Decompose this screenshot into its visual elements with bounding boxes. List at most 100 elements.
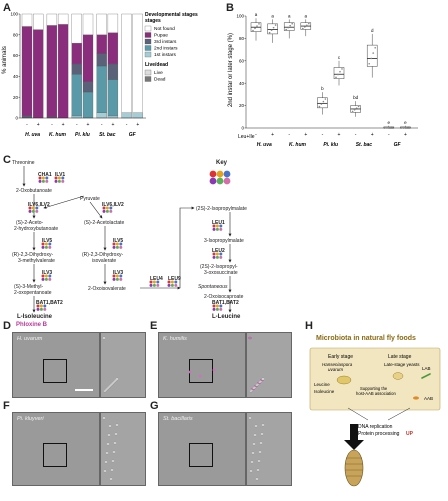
point <box>252 29 254 32</box>
box <box>267 23 278 35</box>
gene-badge-dot <box>43 307 47 311</box>
gene-badge-dot <box>48 245 52 249</box>
node-isopropyl-oxo: (2S)-2-Isopropyl- <box>200 264 238 270</box>
cell <box>261 423 265 427</box>
group-label-a: K. hum <box>49 132 66 138</box>
gene-leu9: LEU9 <box>168 276 181 282</box>
gene-badge-dot <box>115 277 119 281</box>
zoom-box-f <box>43 443 67 467</box>
point <box>357 105 360 108</box>
pathway-diagram: Threonine CHA1 ILV1 2-Oxobutanoate Pyruv… <box>12 160 247 320</box>
gene-badge-dot <box>41 274 45 278</box>
point <box>302 27 304 30</box>
gene-badge-dot <box>57 176 61 180</box>
cell <box>251 451 255 455</box>
legend-a-title-2: stages <box>145 18 161 24</box>
gene-badge-dot <box>41 179 45 183</box>
schem-lab: LAB <box>422 366 431 371</box>
legend-swatch <box>144 32 152 38</box>
point <box>389 126 391 129</box>
micrograph-e: K. humilis <box>158 332 246 398</box>
down-arrow-icon <box>344 424 364 450</box>
aab-icon <box>413 396 419 400</box>
point <box>318 105 321 108</box>
schem-early: Early stage <box>328 354 353 360</box>
stain-label: Phloxine B <box>16 322 48 328</box>
micro-e-label: K. humilis <box>163 336 187 342</box>
node-oxoisocaproate: 2-Oxoisocaproate <box>204 294 244 300</box>
gene-leu2: LEU2 <box>212 248 225 254</box>
point <box>256 25 258 27</box>
node-isopropylmalate: (2S)-2-Isopropylmalate <box>196 206 247 212</box>
group-label-a: GF <box>129 132 137 138</box>
gene-badge-dot <box>149 280 153 284</box>
gene-badge-dot <box>219 307 223 311</box>
gene-ilv1: ILV1 <box>55 172 65 178</box>
leucine-sign: + <box>136 122 139 128</box>
point <box>287 26 290 29</box>
gene-badge-dot <box>170 280 174 284</box>
gene-badge-dot <box>212 304 216 308</box>
cell <box>115 377 119 381</box>
ytick-b: 0 <box>241 126 244 131</box>
point <box>353 109 356 111</box>
legend-live-title: Live/dead <box>145 62 168 68</box>
gene-badge-dot <box>35 209 39 213</box>
gene-badge-dot <box>105 209 109 213</box>
cell <box>114 432 118 436</box>
gene-badge-dot <box>212 227 216 231</box>
gene-badge-dot <box>102 209 106 213</box>
cell <box>104 460 108 464</box>
gene-badge-dot <box>152 283 156 287</box>
cell <box>248 416 252 420</box>
gene-badge-dot <box>112 245 116 249</box>
group-label-b: GF <box>394 142 402 148</box>
schem-title: Microbiota in natural fly foods <box>316 335 416 342</box>
label-spontaneous: Spontaneous <box>198 284 228 290</box>
gene-badge-dot <box>41 176 45 180</box>
point <box>374 46 377 49</box>
point <box>407 126 410 128</box>
gene-badge-dot <box>174 280 178 284</box>
ytick-b: 80 <box>239 36 245 41</box>
chart-b-rowlabel: Leu+Ile <box>238 134 255 140</box>
gene-badge-dot <box>41 242 45 246</box>
point <box>337 73 339 76</box>
leucine-sign: - <box>76 122 78 128</box>
cell <box>254 424 258 428</box>
micrograph-g: St. bacillaris <box>158 412 246 486</box>
node-oxoisovalerate: 2-Oxoisovalerate <box>88 286 126 292</box>
node-dihydroxy-methyl-2: 3-methylvalerate <box>18 258 55 264</box>
point <box>268 31 271 34</box>
ytick-a: 20 <box>13 95 19 100</box>
node-methyloxo-2: 2-oxopentanoate <box>14 290 52 296</box>
zoom-box-g <box>189 443 213 467</box>
gene-badge-dot <box>41 277 45 281</box>
leu-ile-sign: - <box>322 132 324 138</box>
pupa-icon <box>344 449 364 487</box>
schem-leucine: Leucine <box>314 382 330 387</box>
cell <box>255 477 259 481</box>
bar-a-segment <box>46 13 58 26</box>
micro-d-label: H. uvarum <box>17 336 43 342</box>
leu-ile-sign: + <box>371 132 374 138</box>
gene-badge-dot <box>156 280 160 284</box>
chart-b-ylabel: 2nd instar or later stage (%) <box>228 33 234 107</box>
point <box>341 68 343 70</box>
gene-badge-dot <box>212 252 216 256</box>
point <box>258 23 260 25</box>
group-label-a: St. bac <box>99 132 116 138</box>
gene-badge-dot <box>43 304 47 308</box>
zoom-box-d <box>43 359 67 383</box>
schem-late-yeasts: Late-stage yeasts <box>384 362 420 367</box>
ytick-b: 40 <box>239 81 245 86</box>
yeast-late-icon <box>392 372 404 380</box>
gene-badge-dot <box>48 242 52 246</box>
micrograph-d: H. uvarum <box>12 332 100 398</box>
leu-ile-sign: + <box>304 132 307 138</box>
gene-badge-dot <box>112 242 116 246</box>
cell <box>110 468 114 472</box>
schem-support: Supporting the <box>360 386 388 391</box>
point <box>274 24 277 26</box>
inset-f <box>100 412 146 486</box>
